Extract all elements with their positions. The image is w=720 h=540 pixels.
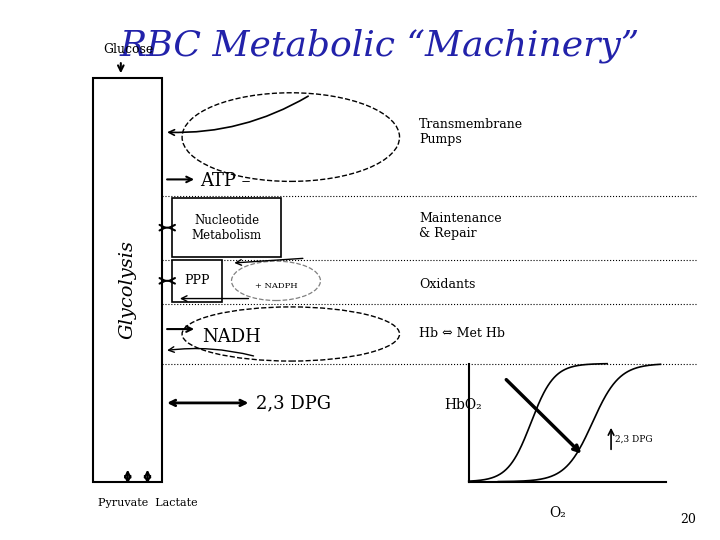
Text: Glucose: Glucose [103,43,153,56]
Bar [172,198,281,257]
Text: + NADPH: + NADPH [255,282,297,290]
Text: PPP: PPP [184,274,210,287]
Text: ATP –: ATP – [200,172,251,191]
Text: Pyruvate  Lactate: Pyruvate Lactate [98,498,198,508]
Text: O₂: O₂ [549,507,566,521]
Text: Hb ⇔ Met Hb: Hb ⇔ Met Hb [419,327,505,341]
Text: NADH: NADH [202,328,261,346]
Text: 2,3 DPG: 2,3 DPG [615,435,652,444]
Text: Oxidants: Oxidants [419,278,476,291]
Bar [172,260,222,301]
Text: Glycolysis: Glycolysis [119,240,137,339]
Text: Nucleotide
Metabolism: Nucleotide Metabolism [192,214,261,242]
Text: 2,3 DPG: 2,3 DPG [256,394,331,412]
Bar [93,78,162,482]
Text: 20: 20 [680,513,696,526]
Ellipse shape [182,307,400,361]
Text: RBC Metabolic “Machinery”: RBC Metabolic “Machinery” [120,29,640,63]
Text: Transmembrane
Pumps: Transmembrane Pumps [419,118,523,146]
Text: HbO₂: HbO₂ [444,398,482,412]
Ellipse shape [232,261,320,301]
Ellipse shape [182,93,400,181]
Text: Maintenance
& Repair: Maintenance & Repair [419,212,502,240]
